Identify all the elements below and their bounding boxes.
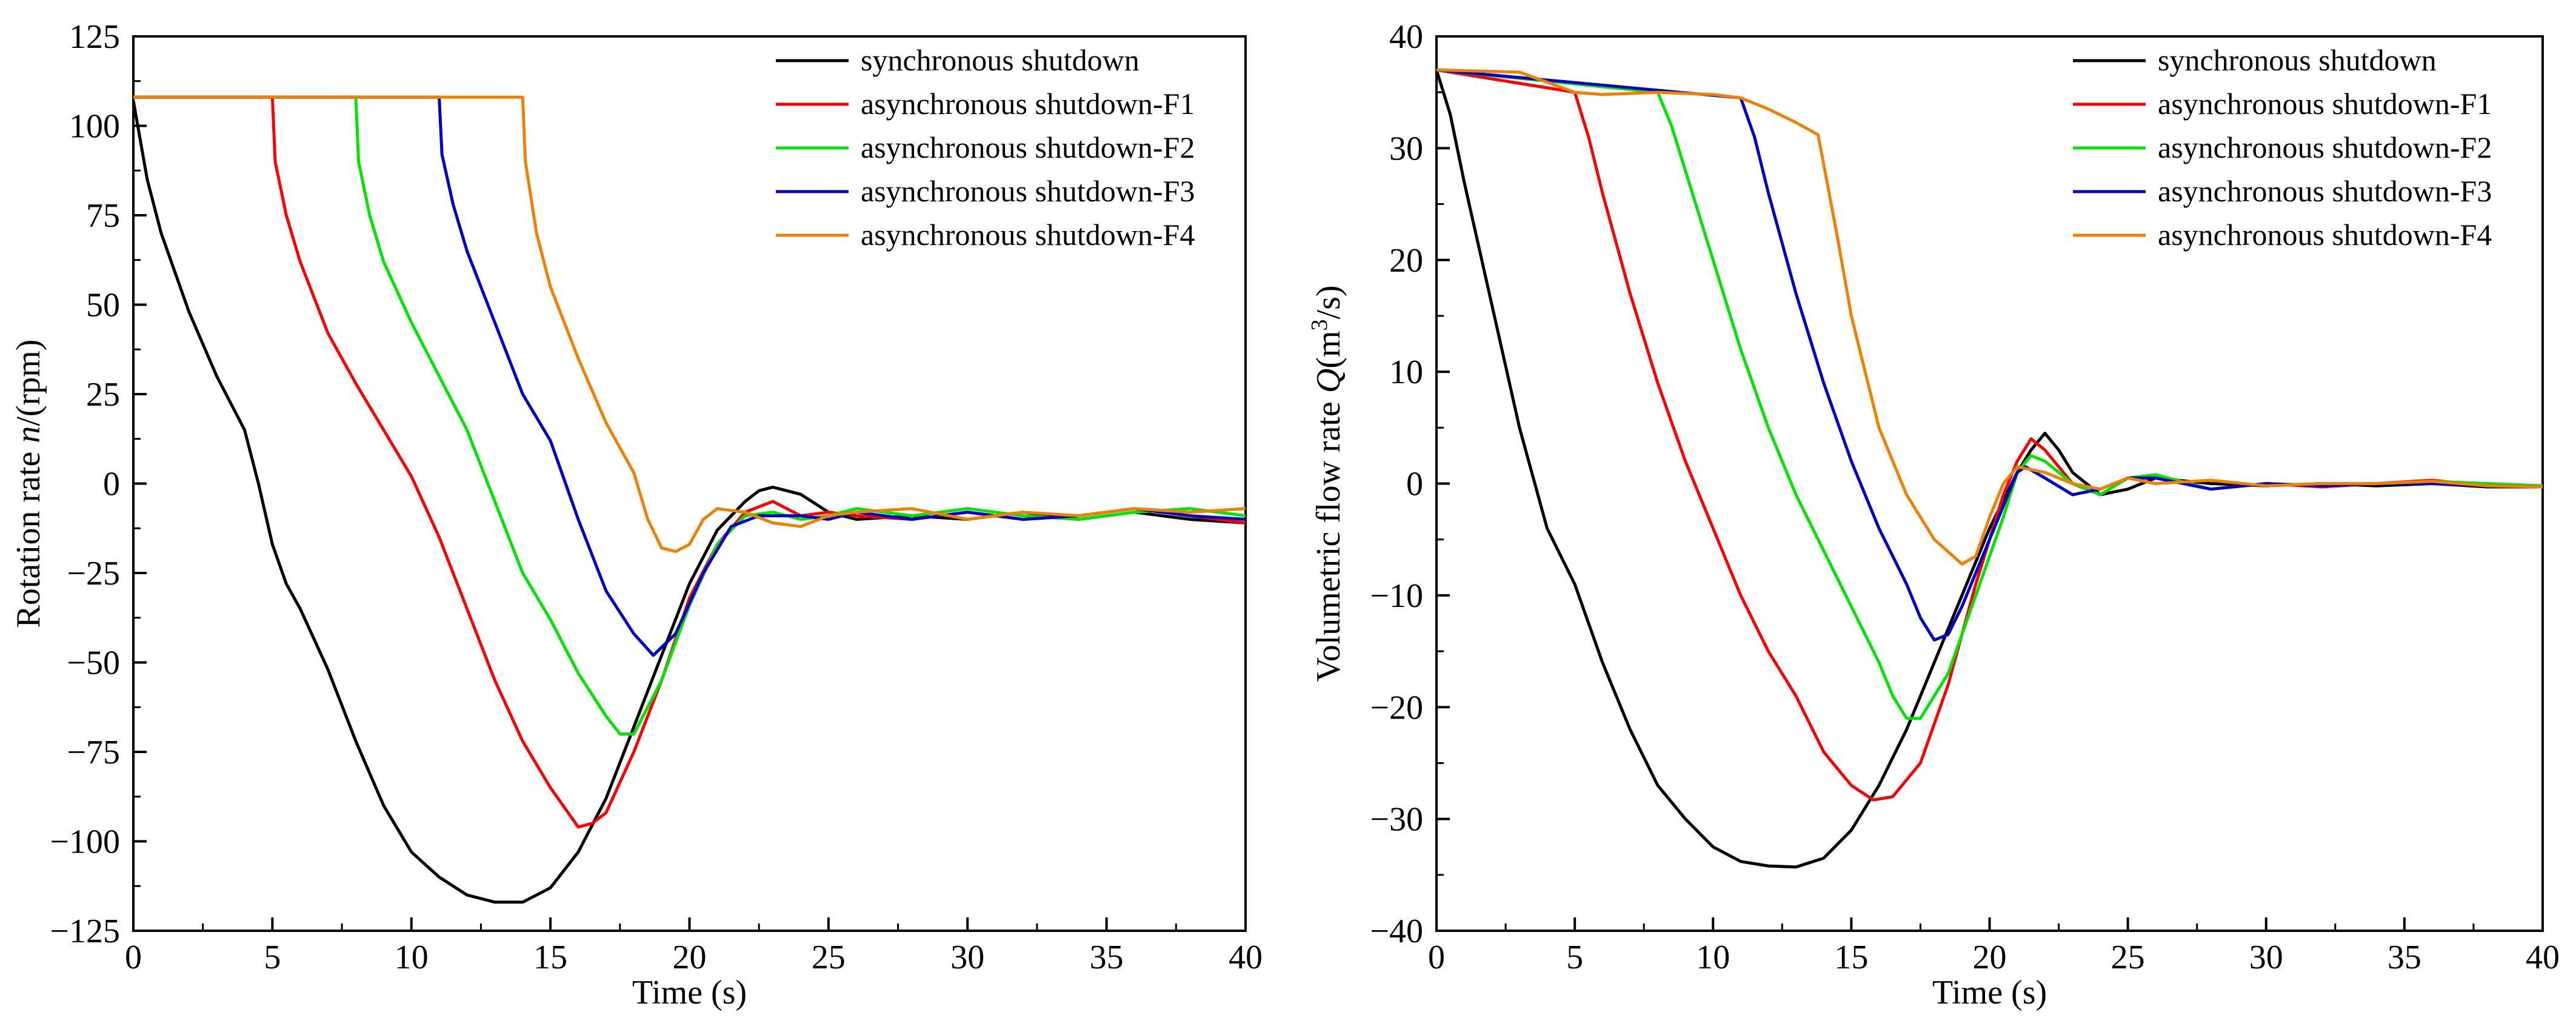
y-tick-label: 40 xyxy=(1389,18,1423,56)
y-axis-label-part: Volumetric flow rate xyxy=(1310,393,1347,682)
y-axis-label-part: n xyxy=(10,426,47,443)
y-tick-label: −20 xyxy=(1370,689,1423,726)
y-axis-label-part: (m xyxy=(1310,330,1347,368)
legend-label: asynchronous shutdown-F1 xyxy=(861,87,1195,121)
y-tick-label: −40 xyxy=(1370,913,1423,950)
y-axis-label: Rotation rate n/(rpm) xyxy=(10,340,47,628)
series-group xyxy=(1436,68,2543,869)
y-tick-label: 75 xyxy=(86,197,120,235)
x-tick-label: 30 xyxy=(2249,939,2283,976)
x-tick-label: 25 xyxy=(2111,939,2145,976)
x-tick-label: 20 xyxy=(673,939,707,976)
chart-panel-2: 0 5 10 15 20 25 30 35 40 −40 −30 −20 −10 0 10 20 30 40 Tim… xyxy=(1307,18,2560,1011)
y-axis-label-part: /(rpm) xyxy=(10,340,47,426)
series-line-F2 xyxy=(133,95,1246,736)
y-tick-label: −75 xyxy=(67,734,120,771)
legend-label: synchronous shutdown xyxy=(861,43,1140,77)
x-axis-label: Time (s) xyxy=(632,974,747,1011)
x-tick-label: 35 xyxy=(1090,939,1124,976)
legend-label: asynchronous shutdown-F2 xyxy=(2158,130,2492,164)
x-tick-label: 20 xyxy=(1973,939,2007,976)
x-tick-label: 40 xyxy=(1229,939,1263,976)
legend-label: asynchronous shutdown-F3 xyxy=(2158,174,2492,208)
x-tick-label: 10 xyxy=(1696,939,1730,976)
x-tick-label: 35 xyxy=(2387,939,2421,976)
y-tick-label: −10 xyxy=(1370,577,1423,615)
legend: synchronous shutdown asynchronous shutdow… xyxy=(776,43,1195,252)
y-tick-label: 10 xyxy=(1389,354,1423,391)
x-tick-label: 25 xyxy=(812,939,846,976)
y-axis-label-part: Rotation rate xyxy=(10,443,47,628)
series-line-F3 xyxy=(133,95,1246,657)
series-line-synchronous xyxy=(133,100,1246,904)
y-axis-label-part: /s) xyxy=(1310,285,1347,319)
y-tick-label: −30 xyxy=(1370,801,1423,839)
x-tick-label: 15 xyxy=(1834,939,1868,976)
series-line-F4 xyxy=(1436,68,2543,566)
x-tick-label: 40 xyxy=(2526,939,2560,976)
y-tick-label: −125 xyxy=(50,913,120,950)
y-tick-label: −50 xyxy=(67,645,120,682)
x-axis-label: Time (s) xyxy=(1932,974,2047,1011)
series-line-F4 xyxy=(133,95,1246,554)
y-axis-label-part: Q xyxy=(1310,369,1347,393)
legend-label: asynchronous shutdown-F2 xyxy=(861,130,1195,164)
y-axis-label-part: 3 xyxy=(1307,319,1332,330)
series-line-F2 xyxy=(1436,68,2543,720)
legend-label: asynchronous shutdown-F3 xyxy=(861,174,1195,208)
legend-label: asynchronous shutdown-F4 xyxy=(861,218,1195,252)
legend: synchronous shutdown asynchronous shutdow… xyxy=(2073,43,2492,252)
y-tick-label: 20 xyxy=(1389,242,1423,280)
x-tick-label: 0 xyxy=(125,939,142,976)
plot-frame xyxy=(132,35,1247,932)
legend-label: asynchronous shutdown-F1 xyxy=(2158,87,2492,121)
x-tick-label: 30 xyxy=(950,939,984,976)
x-tick-label: 5 xyxy=(264,939,281,976)
legend-label: asynchronous shutdown-F4 xyxy=(2158,218,2492,252)
series-group xyxy=(133,95,1246,904)
series-line-synchronous xyxy=(1436,69,2543,869)
y-tick-label: 0 xyxy=(1406,466,1423,503)
y-tick-label: 50 xyxy=(86,287,120,324)
legend-label: synchronous shutdown xyxy=(2158,43,2437,77)
y-tick-label: 100 xyxy=(69,108,120,146)
x-tick-label: 15 xyxy=(533,939,567,976)
y-tick-label: −100 xyxy=(50,823,120,861)
x-tick-label: 5 xyxy=(1566,939,1583,976)
y-tick-label: −25 xyxy=(67,555,120,592)
y-axis-label: Volumetric flow rate Q(m3/s) xyxy=(1307,285,1347,682)
y-tick-label: 25 xyxy=(86,376,120,414)
x-tick-label: 0 xyxy=(1428,939,1445,976)
y-tick-label: 125 xyxy=(69,18,120,56)
y-tick-label: 0 xyxy=(103,466,120,503)
chart-panel-1: 0 5 10 15 20 25 30 35 40 −125 −100 −75 −50 −25 0 25 50 75… xyxy=(10,18,1263,1011)
x-tick-label: 10 xyxy=(395,939,429,976)
y-tick-label: 30 xyxy=(1389,130,1423,167)
